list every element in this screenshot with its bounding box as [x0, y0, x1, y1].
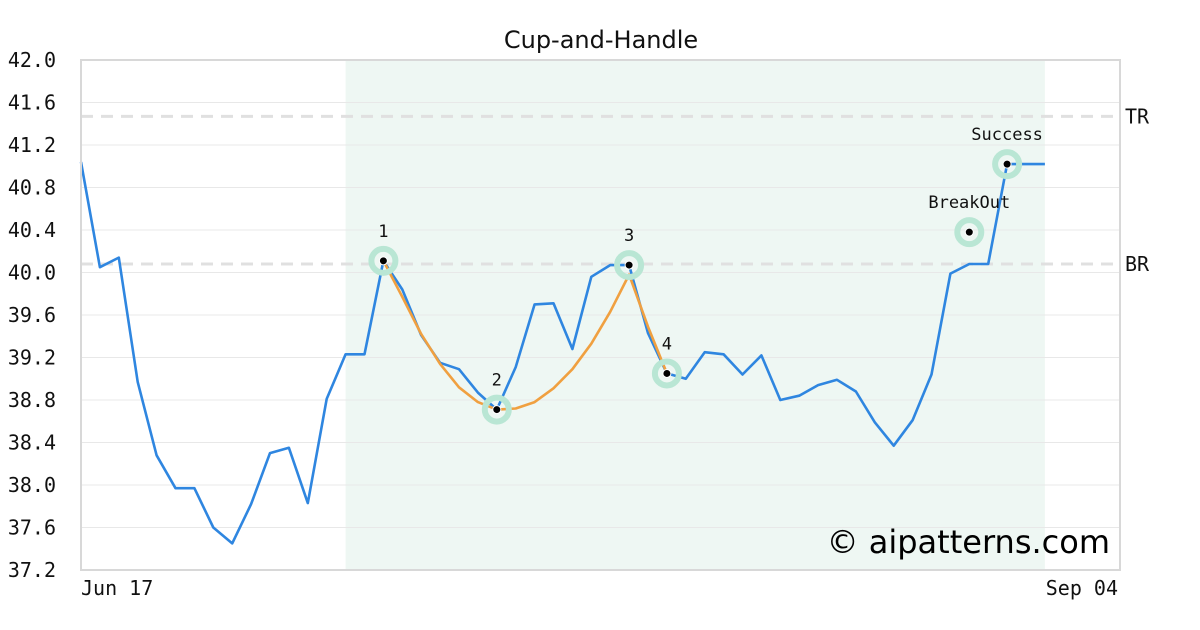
x-tick-label: Sep 04 — [1046, 576, 1118, 600]
y-tick-label: 42.0 — [8, 48, 56, 72]
point-label: 3 — [624, 226, 634, 246]
plot-frame — [80, 59, 1121, 571]
y-tick-label: 40.4 — [8, 218, 56, 242]
point-marker-dot — [964, 227, 974, 237]
price-line — [79, 161, 1045, 545]
y-tick-label: 38.0 — [8, 473, 56, 497]
point-marker-dot — [378, 256, 388, 266]
level-label: TR — [1125, 104, 1150, 128]
point-marker-ring — [954, 217, 985, 248]
point-marker-dot — [624, 260, 634, 270]
y-tick-label: 40.0 — [8, 261, 56, 285]
point-marker-ring — [368, 245, 399, 276]
y-tick-label: 38.4 — [8, 431, 56, 455]
point-marker-dot — [662, 368, 672, 378]
chart-title: Cup-and-Handle — [504, 26, 698, 54]
watermark: © aipatterns.com — [827, 523, 1110, 561]
point-marker-ring — [651, 358, 682, 389]
level-label: BR — [1125, 252, 1150, 276]
point-label: BreakOut — [928, 193, 1010, 213]
y-tick-label: 41.2 — [8, 133, 56, 157]
x-tick-label: Jun 17 — [81, 576, 153, 600]
point-label: Success — [971, 125, 1043, 145]
point-marker-dot — [492, 405, 502, 415]
y-tick-label: 37.2 — [8, 558, 56, 582]
point-marker-dot — [1002, 159, 1012, 169]
y-tick-label: 39.2 — [8, 346, 56, 370]
point-marker-ring — [992, 149, 1023, 180]
y-tick-label: 39.6 — [8, 303, 56, 327]
cup-curve — [382, 260, 669, 411]
point-label: 1 — [378, 222, 388, 242]
point-marker-ring — [614, 250, 645, 281]
y-tick-label: 41.6 — [8, 91, 56, 115]
point-label: 2 — [492, 371, 502, 391]
y-tick-label: 38.8 — [8, 388, 56, 412]
y-tick-label: 37.6 — [8, 516, 56, 540]
point-marker-ring — [481, 394, 512, 425]
point-label: 4 — [662, 334, 672, 354]
y-tick-label: 40.8 — [8, 176, 56, 200]
